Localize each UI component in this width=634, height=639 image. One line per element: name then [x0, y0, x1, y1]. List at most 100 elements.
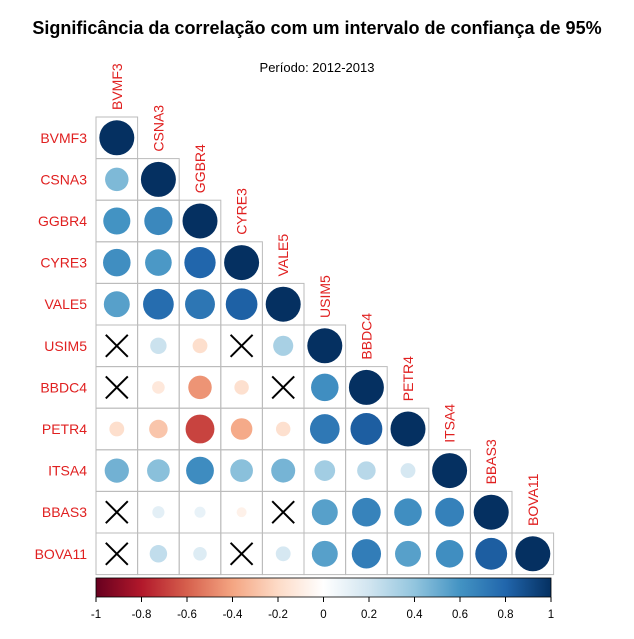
correlation-circle-BBDC4-CSNA3: [152, 381, 165, 394]
color-scale-bar: [95, 577, 552, 598]
column-label-USIM5: USIM5: [317, 275, 333, 318]
correlation-circle-CYRE3-GGBR4: [184, 246, 216, 279]
correlation-circle-ITSA4-USIM5: [314, 460, 336, 481]
chart-title: Significância da correlação com um inter…: [32, 18, 601, 38]
correlation-circle-PETR4-BVMF3: [109, 421, 125, 437]
correlation-circle-BBAS3-CYRE3: [236, 507, 247, 518]
correlation-circle-ITSA4-BBDC4: [357, 461, 376, 480]
column-label-CSNA3: CSNA3: [150, 105, 166, 152]
row-label-CYRE3: CYRE3: [40, 255, 87, 271]
color-scale-tick-label: -0.6: [177, 609, 197, 621]
insignificant-cross-marker: [105, 500, 129, 524]
insignificant-cross-marker: [105, 542, 129, 566]
correlation-circle-PETR4-USIM5: [309, 414, 340, 444]
correlation-circle-USIM5-USIM5: [307, 328, 343, 364]
column-label-BBAS3: BBAS3: [483, 439, 499, 484]
correlation-circle-BOVA11-CSNA3: [149, 545, 168, 563]
correlation-circle-GGBR4-CSNA3: [144, 206, 173, 236]
row-label-PETR4: PETR4: [42, 421, 87, 437]
correlation-circle-BOVA11-GGBR4: [193, 547, 207, 561]
row-label-GGBR4: GGBR4: [38, 213, 87, 229]
correlation-circle-BOVA11-USIM5: [311, 540, 338, 567]
correlation-circle-USIM5-GGBR4: [192, 338, 208, 354]
correlation-marks: [99, 120, 551, 572]
color-legend: -1 -0.8 -0.6 -0.4 -0.2 0 0.2 0.4 0.6 0.8 1: [91, 577, 554, 621]
correlation-circle-PETR4-CSNA3: [149, 419, 168, 439]
correlation-circle-BBAS3-USIM5: [311, 499, 338, 526]
correlation-circle-BOVA11-BOVA11: [515, 536, 551, 572]
correlation-circle-BBAS3-PETR4: [394, 498, 422, 526]
correlation-circle-ITSA4-BVMF3: [104, 458, 129, 483]
correlation-circle-BOVA11-VALE5: [275, 546, 291, 562]
correlation-circle-VALE5-CYRE3: [225, 288, 258, 321]
correlation-circle-BBDC4-CYRE3: [234, 380, 249, 395]
correlation-circle-BBAS3-BBAS3: [473, 494, 509, 530]
column-label-BVMF3: BVMF3: [109, 63, 125, 110]
color-scale-tick-label: 1: [548, 609, 554, 621]
correlation-circle-PETR4-PETR4: [390, 411, 426, 447]
color-scale-tick-label: 0.2: [361, 609, 377, 621]
correlation-circle-BBDC4-USIM5: [311, 373, 339, 402]
column-label-BOVA11: BOVA11: [525, 473, 541, 526]
chart-subtitle: Período: 2012-2013: [260, 60, 375, 75]
correlation-circle-VALE5-CSNA3: [143, 288, 174, 320]
row-label-BOVA11: BOVA11: [35, 546, 88, 562]
correlation-circle-USIM5-CSNA3: [150, 337, 167, 355]
correlation-circle-ITSA4-CYRE3: [230, 459, 253, 482]
correlation-circle-BBDC4-GGBR4: [188, 375, 212, 400]
insignificant-cross-marker: [271, 375, 295, 400]
color-scale-tick-label: 0: [320, 609, 326, 621]
correlation-circle-VALE5-BVMF3: [103, 291, 130, 318]
correlation-circle-BBAS3-GGBR4: [194, 506, 206, 518]
correlation-circle-BOVA11-BBDC4: [351, 539, 382, 569]
correlation-circle-GGBR4-BVMF3: [103, 207, 131, 235]
correlation-circle-USIM5-VALE5: [273, 335, 294, 356]
matrix-cell: [511, 532, 555, 576]
correlation-circle-PETR4-BBDC4: [350, 413, 383, 445]
column-label-GGBR4: GGBR4: [192, 144, 208, 193]
variable-labels: BVMF3 BVMF3 CSNA3 CSNA3 GGBR4 GGBR4 CYRE3 CYRE3…: [35, 63, 541, 562]
row-label-USIM5: USIM5: [44, 338, 87, 354]
correlation-circle-BOVA11-BBAS3: [475, 537, 508, 570]
correlation-circle-BOVA11-ITSA4: [435, 540, 464, 568]
correlation-circle-VALE5-VALE5: [265, 286, 301, 322]
column-label-ITSA4: ITSA4: [442, 404, 458, 443]
correlation-circle-CYRE3-BVMF3: [103, 248, 131, 277]
correlation-circle-BVMF3-BVMF3: [99, 120, 135, 156]
correlation-circle-PETR4-VALE5: [275, 421, 291, 437]
correlation-circle-PETR4-GGBR4: [185, 414, 215, 444]
row-label-BBDC4: BBDC4: [40, 379, 87, 395]
matrix-grid: [95, 116, 555, 576]
correlation-circle-GGBR4-GGBR4: [182, 203, 218, 239]
correlation-circle-CSNA3-CSNA3: [140, 161, 176, 197]
correlation-circle-BBAS3-BBDC4: [352, 497, 381, 527]
color-scale-tick-label: 0.8: [498, 609, 514, 621]
correlation-circle-PETR4-CYRE3: [230, 418, 253, 440]
insignificant-cross-marker: [105, 375, 129, 400]
correlation-circle-ITSA4-PETR4: [400, 463, 416, 479]
insignificant-cross-marker: [105, 334, 129, 358]
insignificant-cross-marker: [271, 500, 295, 524]
row-label-VALE5: VALE5: [44, 296, 87, 312]
insignificant-cross-marker: [229, 334, 254, 358]
column-label-CYRE3: CYRE3: [234, 188, 250, 235]
correlation-circle-BBAS3-ITSA4: [435, 497, 465, 527]
color-scale-tick-label: -0.2: [268, 609, 288, 621]
correlation-circle-CYRE3-CSNA3: [145, 249, 172, 276]
correlation-circle-CSNA3-BVMF3: [105, 167, 129, 192]
row-label-CSNA3: CSNA3: [40, 171, 87, 187]
color-scale-tick-label: 0.6: [452, 609, 468, 621]
column-label-BBDC4: BBDC4: [358, 313, 374, 360]
correlation-circle-ITSA4-VALE5: [271, 458, 296, 483]
correlation-circle-ITSA4-CSNA3: [147, 459, 170, 482]
column-label-VALE5: VALE5: [275, 234, 291, 277]
correlation-circle-BBDC4-BBDC4: [348, 369, 384, 405]
correlation-circle-BBAS3-CSNA3: [152, 506, 165, 519]
row-label-BBAS3: BBAS3: [42, 504, 87, 520]
color-scale-tick-label: -0.8: [132, 609, 152, 621]
correlation-circle-VALE5-GGBR4: [185, 289, 215, 320]
row-label-ITSA4: ITSA4: [48, 463, 87, 479]
correlation-circle-BOVA11-PETR4: [395, 540, 421, 567]
correlation-circle-CYRE3-CYRE3: [224, 245, 260, 281]
insignificant-cross-marker: [229, 542, 254, 566]
